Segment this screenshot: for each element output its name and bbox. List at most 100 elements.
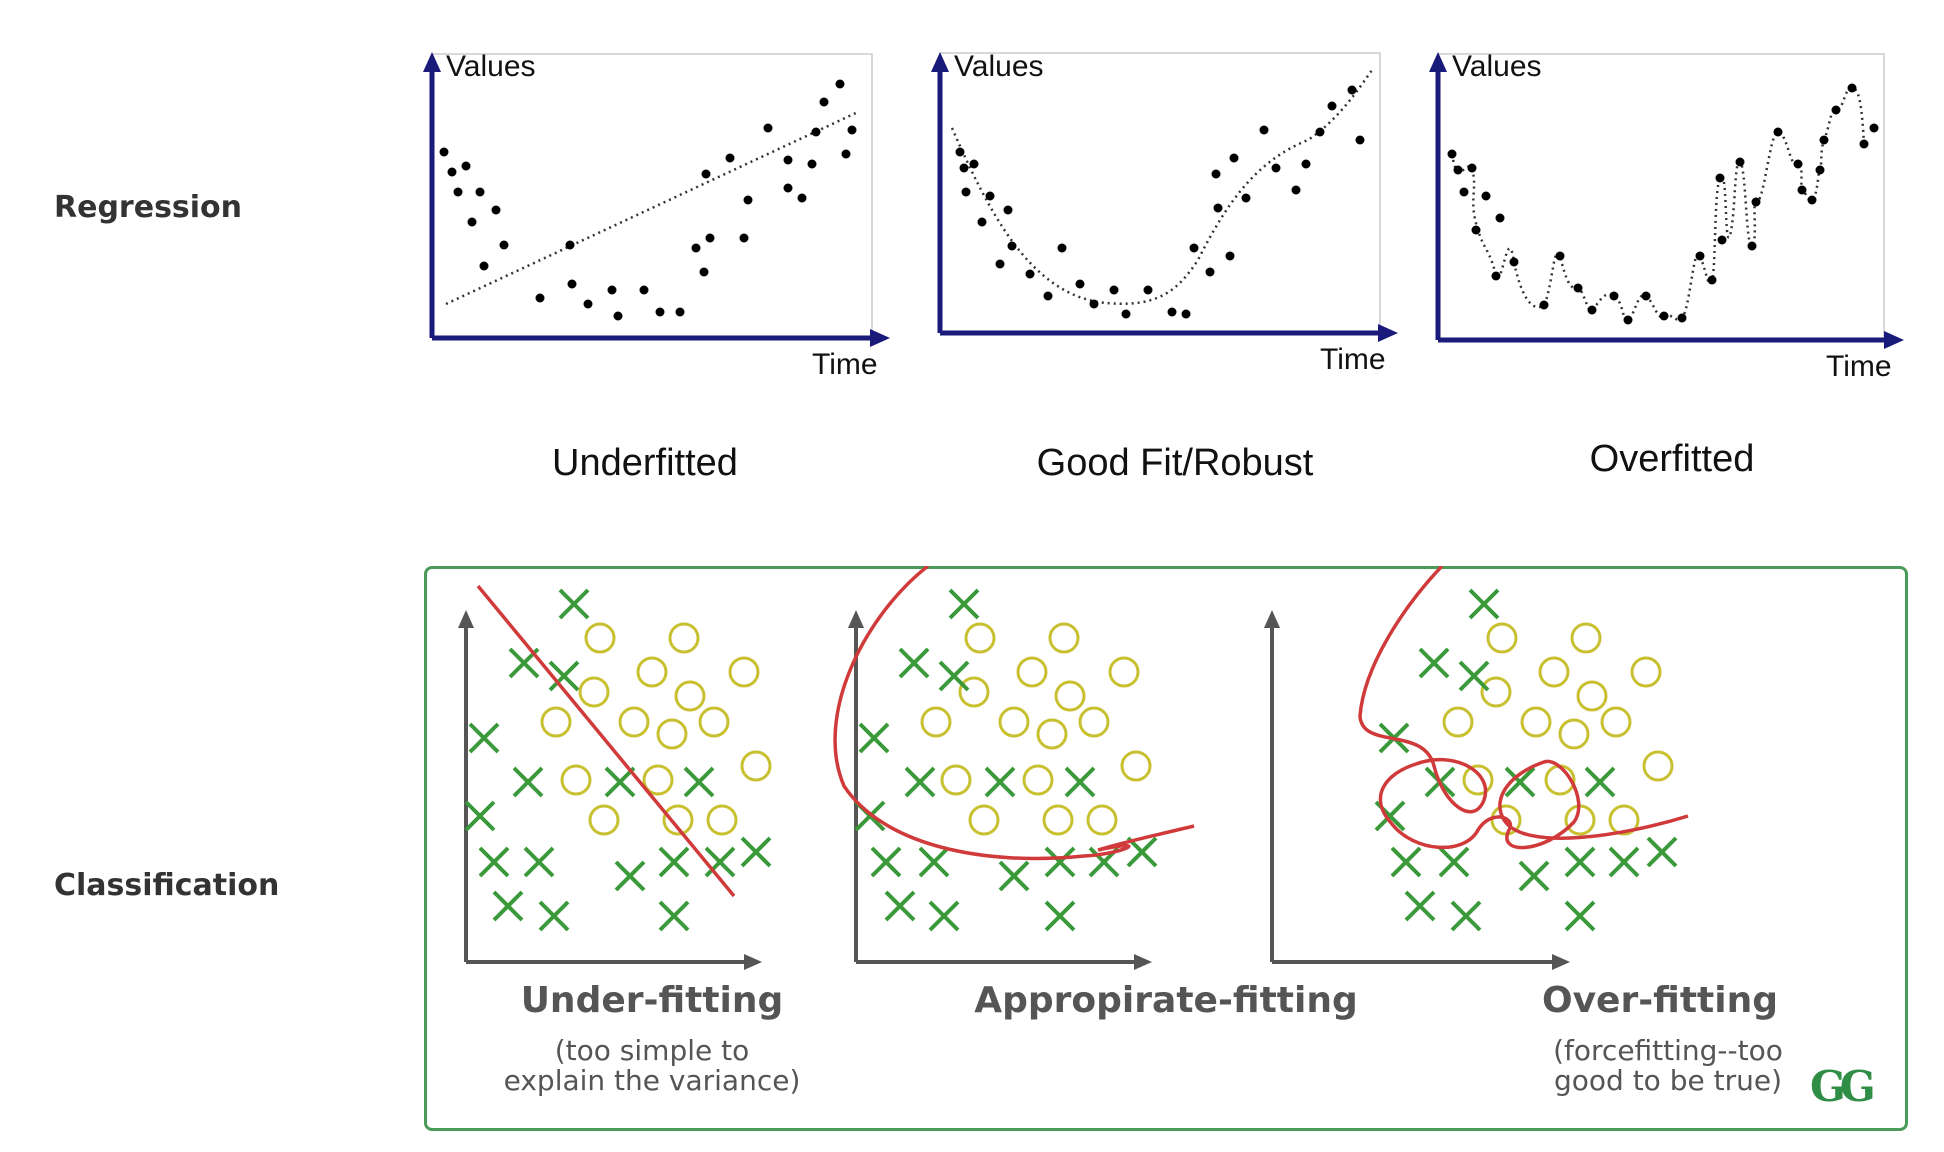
data-point xyxy=(847,125,857,135)
data-point xyxy=(1213,203,1223,213)
data-point xyxy=(1677,313,1687,323)
circle-icon xyxy=(1486,622,1518,654)
data-point xyxy=(1271,163,1281,173)
circle-icon xyxy=(1570,622,1602,654)
circle-icon xyxy=(958,676,990,708)
cross-icon xyxy=(538,900,570,932)
data-point xyxy=(763,123,773,133)
circle-icon xyxy=(1108,656,1140,688)
data-point xyxy=(1707,275,1717,285)
data-point xyxy=(467,217,477,227)
circle-icon xyxy=(1576,680,1608,712)
circle-icon xyxy=(584,622,616,654)
data-point xyxy=(955,147,965,157)
data-point xyxy=(447,167,457,177)
circle-icon xyxy=(1480,676,1512,708)
data-point xyxy=(1229,153,1239,163)
data-point xyxy=(639,285,649,295)
circle-icon xyxy=(588,804,620,836)
data-point xyxy=(959,163,969,173)
caption-good-fit: Good Fit/Robust xyxy=(1036,442,1314,484)
circle-icon xyxy=(578,676,610,708)
data-point xyxy=(1751,197,1761,207)
data-point xyxy=(1007,241,1017,251)
data-point xyxy=(1555,251,1565,261)
subtitle-over-fitting-line-1: (forcefitting--too xyxy=(1553,1034,1783,1067)
circle-icon xyxy=(540,706,572,738)
data-point xyxy=(819,97,829,107)
cross-icon xyxy=(1044,900,1076,932)
title-under-fitting: Under-fitting xyxy=(520,980,784,1021)
data-point xyxy=(1447,149,1457,159)
cross-icon xyxy=(614,860,646,892)
regression-overfitted-plot: Values Time xyxy=(1429,50,1904,383)
data-point xyxy=(1623,315,1633,325)
data-point xyxy=(1355,135,1365,145)
cross-icon xyxy=(512,766,544,798)
data-point xyxy=(985,191,995,201)
data-point xyxy=(701,169,711,179)
data-point xyxy=(807,159,817,169)
data-point xyxy=(1167,307,1177,317)
plot-frame xyxy=(432,53,873,338)
data-point xyxy=(1467,163,1477,173)
data-point xyxy=(1807,195,1817,205)
circle-icon xyxy=(618,706,650,738)
data-point xyxy=(811,127,821,137)
data-point xyxy=(1003,205,1013,215)
data-point xyxy=(567,279,577,289)
circle-icon xyxy=(740,750,772,782)
classification-panel-2 xyxy=(833,566,1195,970)
cross-icon xyxy=(918,846,950,878)
circle-icon xyxy=(998,706,1030,738)
fit-line xyxy=(950,69,1374,305)
x-axis-arrow-icon xyxy=(744,954,762,970)
x-axis-arrow-icon xyxy=(1552,954,1570,970)
title-appropriate-fitting: Appropirate-fitting xyxy=(974,980,1358,1021)
data-point xyxy=(1819,135,1829,145)
x-axis-label: Time xyxy=(812,348,878,380)
cross-icon xyxy=(1468,588,1500,620)
cross-icon xyxy=(740,836,772,868)
data-point xyxy=(835,79,845,89)
y-axis-arrow-icon xyxy=(1264,610,1280,628)
data-point xyxy=(691,243,701,253)
cross-icon xyxy=(1418,647,1450,679)
data-point xyxy=(1609,291,1619,301)
data-point xyxy=(1089,299,1099,309)
geeksforgeeks-logo: GG xyxy=(1810,1062,1876,1111)
data-point xyxy=(675,307,685,317)
data-point xyxy=(1291,185,1301,195)
data-point xyxy=(841,149,851,159)
cross-icon xyxy=(858,722,890,754)
regression-row-label: Regression xyxy=(54,190,243,225)
circle-icon xyxy=(1042,804,1074,836)
cross-icon xyxy=(1044,846,1076,878)
cross-icon xyxy=(1518,860,1550,892)
cross-icon xyxy=(683,766,715,798)
data-point xyxy=(739,233,749,243)
cross-icon xyxy=(1504,766,1536,798)
classification-plots xyxy=(458,566,1689,970)
circle-icon xyxy=(1462,764,1494,796)
cross-icon xyxy=(1390,846,1422,878)
cross-icon xyxy=(492,890,524,922)
cross-icon xyxy=(558,588,590,620)
circle-icon xyxy=(964,622,996,654)
y-axis-label: Values xyxy=(446,50,536,83)
y-axis-arrow-icon xyxy=(423,52,441,72)
data-point xyxy=(1495,213,1505,223)
data-point xyxy=(1143,285,1153,295)
data-point xyxy=(1301,159,1311,169)
data-point xyxy=(583,299,593,309)
data-point xyxy=(1659,311,1669,321)
x-axis-label: Time xyxy=(1826,350,1892,383)
data-point xyxy=(705,233,715,243)
circle-icon xyxy=(1630,656,1662,688)
circle-icon xyxy=(1520,706,1552,738)
data-point xyxy=(969,159,979,169)
decision-boundary xyxy=(833,566,1195,861)
circle-icon xyxy=(1054,680,1086,712)
cross-icon xyxy=(478,846,510,878)
y-axis-arrow-icon xyxy=(848,610,864,628)
